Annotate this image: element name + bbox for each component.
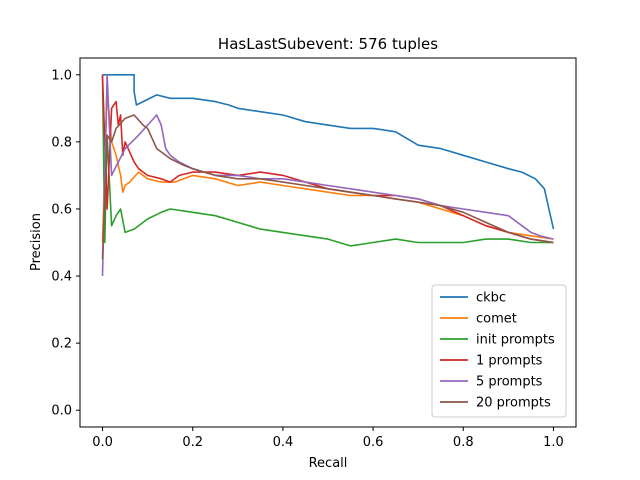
series-line-0	[102, 74, 555, 230]
x-tick-label: 0.8	[453, 435, 474, 450]
y-tick-label: 0.2	[51, 337, 72, 352]
legend-entry: ckbc	[476, 291, 506, 306]
plot-frame	[79, 57, 577, 428]
y-tick-label: 0.0	[51, 404, 72, 419]
y-axis: 0.0 0.2 0.4 0.6 0.8 1.0	[51, 68, 80, 419]
x-tick-label: 0.2	[182, 435, 203, 450]
legend-entry: 20 prompts	[476, 396, 551, 411]
legend-entry: 5 prompts	[476, 375, 543, 390]
x-tick-label: 0.4	[273, 435, 294, 450]
y-tick-label: 0.8	[51, 135, 72, 150]
series-line-1	[101, 90, 554, 243]
legend: ckbc comet init prompts 1 prompts 5 prompts 2…	[431, 284, 567, 418]
x-axis-label: Recall	[309, 456, 348, 471]
x-tick-label: 0.0	[92, 435, 113, 450]
legend-entry: comet	[476, 312, 517, 327]
x-tick-label: 1.0	[543, 435, 564, 450]
series-line-4	[101, 74, 554, 277]
series-layer	[101, 74, 555, 277]
x-axis: 0.0 0.2 0.4 0.6 0.8 1.0	[92, 427, 564, 450]
y-tick-label: 0.6	[51, 202, 72, 217]
x-tick-label: 0.6	[363, 435, 384, 450]
series-line-5	[101, 114, 554, 260]
y-tick-label: 0.4	[51, 270, 72, 285]
chart-title: HasLastSubevent: 576 tuples	[218, 35, 438, 53]
legend-entry: 1 prompts	[476, 354, 543, 369]
y-tick-label: 1.0	[51, 68, 72, 83]
legend-entry: init prompts	[476, 333, 555, 348]
y-axis-label: Precision	[29, 213, 44, 271]
series-line-2	[101, 74, 554, 247]
